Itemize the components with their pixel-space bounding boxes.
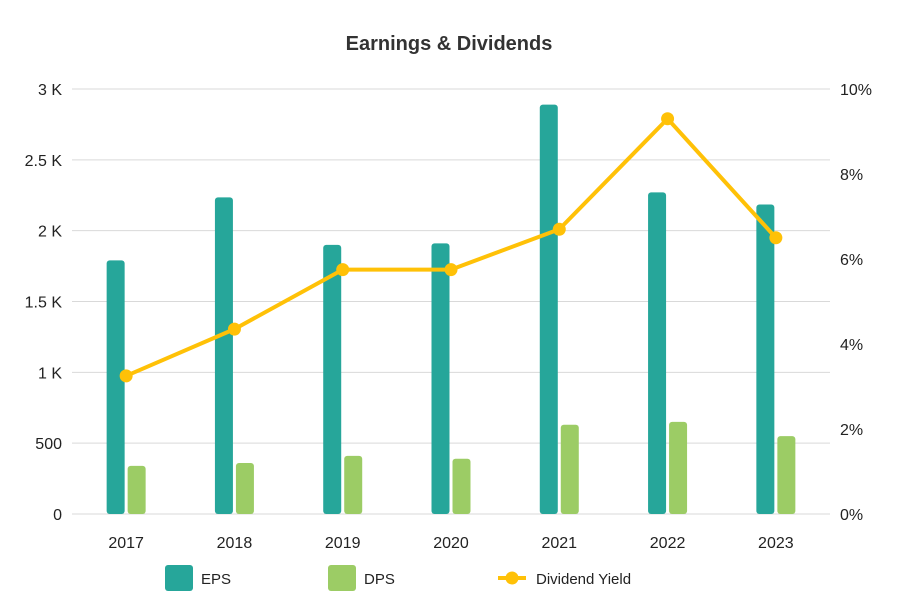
dividend-yield-point — [661, 112, 675, 126]
eps-bar — [323, 244, 342, 515]
dps-bar — [344, 455, 363, 514]
x-tick-label: 2023 — [758, 535, 794, 552]
x-axis: 2017 2018 2019 2020 2021 2022 2023 — [108, 535, 793, 552]
grid-lines — [72, 88, 830, 515]
x-tick-label: 2020 — [433, 535, 469, 552]
chart-title: Earnings & Dividends — [346, 33, 553, 55]
dps-bar — [560, 424, 579, 514]
x-tick-label: 2018 — [217, 535, 253, 552]
eps-bar — [214, 197, 233, 514]
right-tick-label: 8% — [840, 167, 863, 184]
legend-label: DPS — [364, 571, 395, 588]
right-tick-label: 2% — [840, 422, 863, 439]
x-tick-label: 2022 — [650, 535, 686, 552]
bars — [106, 104, 796, 515]
right-tick-label: 10% — [840, 82, 872, 99]
dps-bar — [452, 458, 471, 514]
right-tick-label: 4% — [840, 337, 863, 354]
left-tick-label: 1.5 K — [25, 295, 63, 312]
left-tick-label: 0 — [53, 507, 62, 524]
left-y-axis: 0 500 1 K 1.5 K 2 K 2.5 K 3 K — [25, 82, 63, 524]
left-tick-label: 2.5 K — [25, 153, 63, 170]
x-tick-label: 2021 — [541, 535, 577, 552]
dividend-yield-line — [119, 112, 783, 383]
dividend-yield-point — [444, 263, 458, 277]
eps-bar — [756, 204, 775, 515]
left-tick-label: 3 K — [38, 82, 62, 99]
legend-label: EPS — [201, 571, 231, 588]
legend-swatch-dividend-yield-marker — [505, 571, 519, 585]
eps-bar — [648, 192, 667, 514]
dividend-yield-point — [336, 263, 350, 277]
eps-bar — [539, 104, 558, 514]
dps-bar — [669, 421, 688, 514]
right-tick-label: 0% — [840, 507, 863, 524]
legend-swatch-dps — [328, 565, 356, 591]
legend: EPS DPS Dividend Yield — [165, 565, 631, 591]
left-tick-label: 1 K — [38, 365, 62, 382]
legend-swatch-eps — [165, 565, 193, 591]
dividend-yield-point — [227, 322, 241, 336]
right-tick-label: 6% — [840, 252, 863, 269]
legend-label: Dividend Yield — [536, 571, 631, 588]
eps-bar — [431, 243, 450, 514]
dps-bar — [235, 463, 254, 514]
dividend-yield-point — [769, 231, 783, 245]
left-tick-label: 2 K — [38, 224, 62, 241]
dps-bar — [127, 465, 146, 514]
dividend-yield-point — [119, 369, 133, 383]
dps-bar — [777, 436, 796, 514]
left-tick-label: 500 — [35, 436, 62, 453]
eps-bar — [106, 260, 125, 514]
right-y-axis: 0% 2% 4% 6% 8% 10% — [840, 82, 872, 524]
x-tick-label: 2019 — [325, 535, 361, 552]
x-tick-label: 2017 — [108, 535, 144, 552]
dividend-yield-point — [552, 222, 566, 236]
